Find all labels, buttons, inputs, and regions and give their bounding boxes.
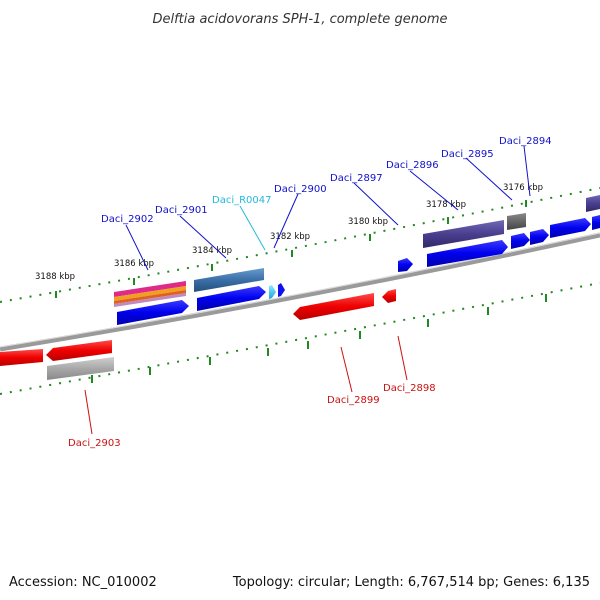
accession-text: Accession: NC_010002 — [9, 575, 157, 590]
reverse-strand-genes — [0, 289, 396, 380]
daci-2902-feature-stack[interactable] — [114, 281, 186, 307]
gene-label-daci-r0047[interactable]: Daci_R0047 — [212, 195, 272, 206]
genome-backbone — [0, 232, 600, 352]
daci-2896-feature[interactable] — [423, 220, 504, 248]
gene-label-daci-2897[interactable]: Daci_2897 — [330, 173, 383, 184]
gene-label-daci-2902[interactable]: Daci_2902 — [101, 214, 154, 225]
gene-label-daci-2895[interactable]: Daci_2895 — [441, 149, 494, 160]
gene-daci-2897-small[interactable] — [398, 258, 413, 272]
kbp-label: 3184 kbp — [192, 246, 232, 256]
gene-daci-2902[interactable] — [117, 300, 189, 325]
gene-daci-2895b[interactable] — [530, 229, 549, 245]
forward-strand-genes — [117, 215, 600, 325]
gene-label-daci-2898[interactable]: Daci_2898 — [383, 383, 436, 394]
gene-label-daci-2901[interactable]: Daci_2901 — [155, 205, 208, 216]
map-title: Delftia acidovorans SPH-1, complete geno… — [152, 12, 447, 27]
lower-major-ticks — [91, 294, 547, 383]
upper-major-ticks — [55, 200, 527, 298]
label-leader-lines — [84, 145, 531, 435]
gene-daci-2895[interactable] — [511, 233, 530, 249]
kbp-label: 3188 kbp — [35, 272, 75, 282]
kbp-label: 3182 kbp — [270, 232, 310, 242]
gene-label-daci-2894[interactable]: Daci_2894 — [499, 136, 552, 147]
gene-labels: Daci_2902 Daci_2901 Daci_R0047 Daci_2900… — [68, 136, 552, 449]
gene-label-daci-2900[interactable]: Daci_2900 — [274, 184, 327, 195]
daci-2901-feature[interactable] — [194, 268, 264, 292]
gene-label-daci-2903[interactable]: Daci_2903 — [68, 438, 121, 449]
kbp-label: 3186 kbp — [114, 259, 154, 269]
gene-daci-2896[interactable] — [427, 240, 508, 267]
gene-left-partial[interactable] — [0, 349, 43, 366]
gene-daci-2900[interactable] — [278, 283, 285, 297]
gene-daci-2899[interactable] — [293, 293, 374, 320]
kbp-labels: 3188 kbp 3186 kbp 3184 kbp 3182 kbp 3180… — [35, 183, 543, 282]
gene-daci-2894b[interactable] — [592, 215, 600, 230]
gene-daci-2898[interactable] — [382, 289, 396, 303]
daci-2894-feature[interactable] — [586, 195, 600, 212]
lower-position-track — [0, 282, 600, 395]
kbp-label: 3180 kbp — [348, 217, 388, 227]
gene-daci-r0047[interactable] — [269, 285, 276, 299]
gene-daci-2901[interactable] — [197, 286, 266, 311]
kbp-label: 3176 kbp — [503, 183, 543, 193]
daci-2895-feature[interactable] — [507, 213, 526, 230]
gene-daci-2894[interactable] — [550, 218, 591, 238]
upper-position-track — [0, 187, 600, 303]
kbp-label: 3178 kbp — [426, 200, 466, 210]
genome-summary-text: Topology: circular; Length: 6,767,514 bp… — [232, 575, 590, 590]
gene-label-daci-2899[interactable]: Daci_2899 — [327, 395, 380, 406]
gene-label-daci-2896[interactable]: Daci_2896 — [386, 160, 439, 171]
gene-daci-2903-red[interactable] — [46, 340, 112, 361]
gene-daci-2903[interactable] — [47, 357, 114, 380]
